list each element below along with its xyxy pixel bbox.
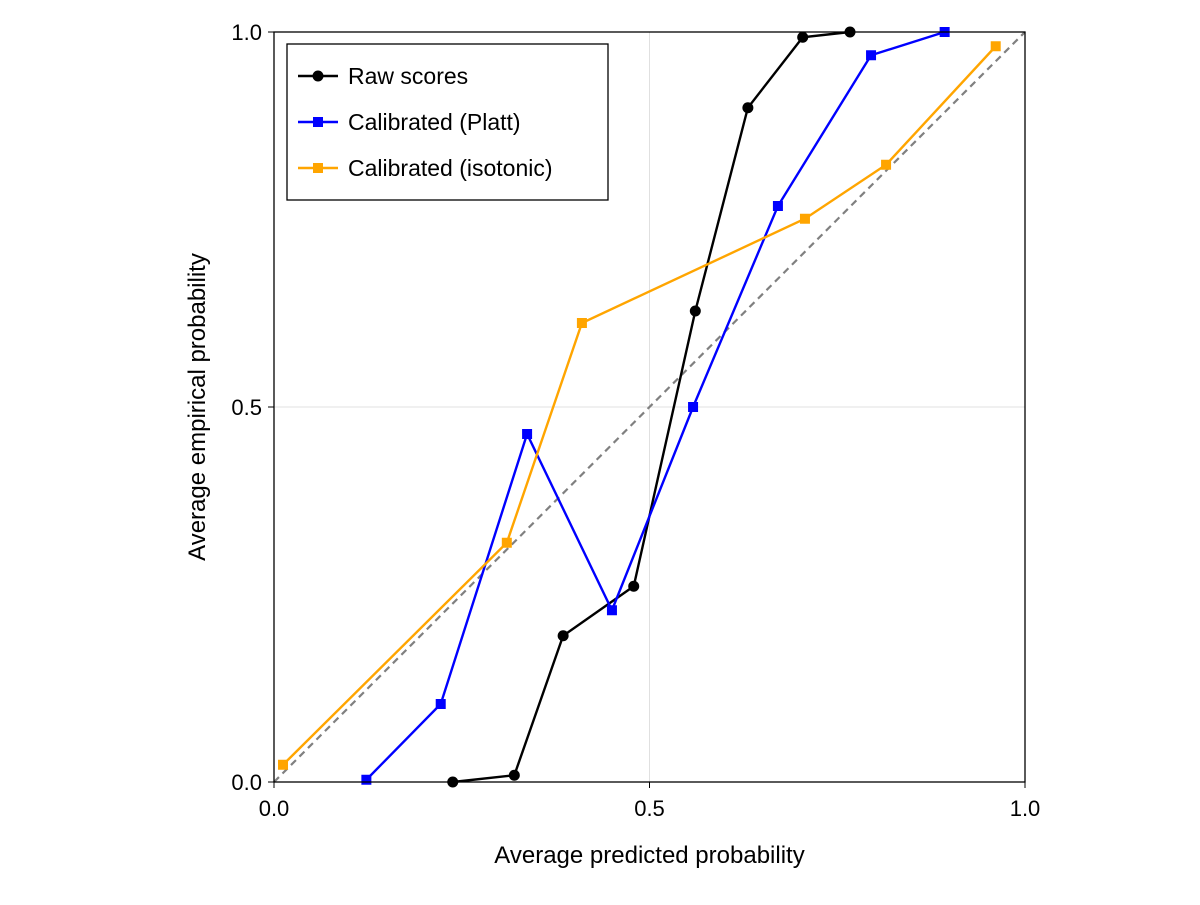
- data-point: [628, 580, 640, 592]
- legend-entry: Calibrated (Platt): [298, 109, 521, 135]
- series-line: [282, 45, 997, 766]
- data-point: [501, 537, 512, 548]
- data-point: [881, 159, 892, 170]
- legend: Raw scores Calibrated (Platt) Calibrated (…: [286, 43, 609, 201]
- y-axis-ticks: 0.0 0.5 1.0: [231, 20, 274, 795]
- series-line: [452, 30, 851, 784]
- y-tick-label: 0.0: [231, 770, 262, 795]
- data-point: [576, 318, 587, 328]
- x-tick-label: 1.0: [1010, 796, 1041, 821]
- legend-entry: Calibrated (isotonic): [298, 155, 553, 181]
- data-point: [606, 605, 617, 616]
- y-tick-label: 1.0: [231, 20, 262, 45]
- series-group: [278, 26, 1001, 788]
- data-point: [742, 102, 754, 114]
- data-point: [508, 769, 520, 781]
- series-line: [365, 30, 946, 781]
- legend-marker: [313, 163, 323, 173]
- legend-label: Calibrated (isotonic): [348, 155, 553, 181]
- data-point: [689, 305, 701, 317]
- legend-label: Calibrated (Platt): [348, 109, 521, 135]
- data-point: [557, 630, 569, 642]
- y-tick-label: 0.5: [231, 395, 262, 420]
- series-2: [278, 41, 1001, 770]
- legend-marker: [312, 70, 324, 82]
- x-axis-ticks: 0.0 0.5 1.0: [259, 782, 1041, 821]
- data-point: [797, 31, 809, 43]
- legend-entry: Raw scores: [298, 63, 468, 89]
- x-axis-label: Average predicted probability: [494, 842, 804, 869]
- legend-box: [286, 43, 609, 201]
- data-point: [278, 759, 289, 770]
- x-tick-label: 0.0: [259, 796, 290, 821]
- x-tick-label: 0.5: [634, 796, 665, 821]
- series-0: [447, 26, 856, 788]
- reference-diagonal-line: [273, 31, 1026, 783]
- legend-marker: [313, 117, 323, 127]
- y-axis-label: Average empirical probability: [184, 253, 211, 561]
- data-point: [866, 50, 877, 61]
- data-point: [361, 774, 372, 785]
- data-point: [799, 213, 810, 224]
- legend-label: Raw scores: [348, 63, 468, 89]
- data-point: [522, 429, 533, 439]
- data-point: [435, 699, 446, 709]
- data-point: [990, 41, 1001, 52]
- data-point: [772, 201, 783, 211]
- data-point: [688, 402, 699, 412]
